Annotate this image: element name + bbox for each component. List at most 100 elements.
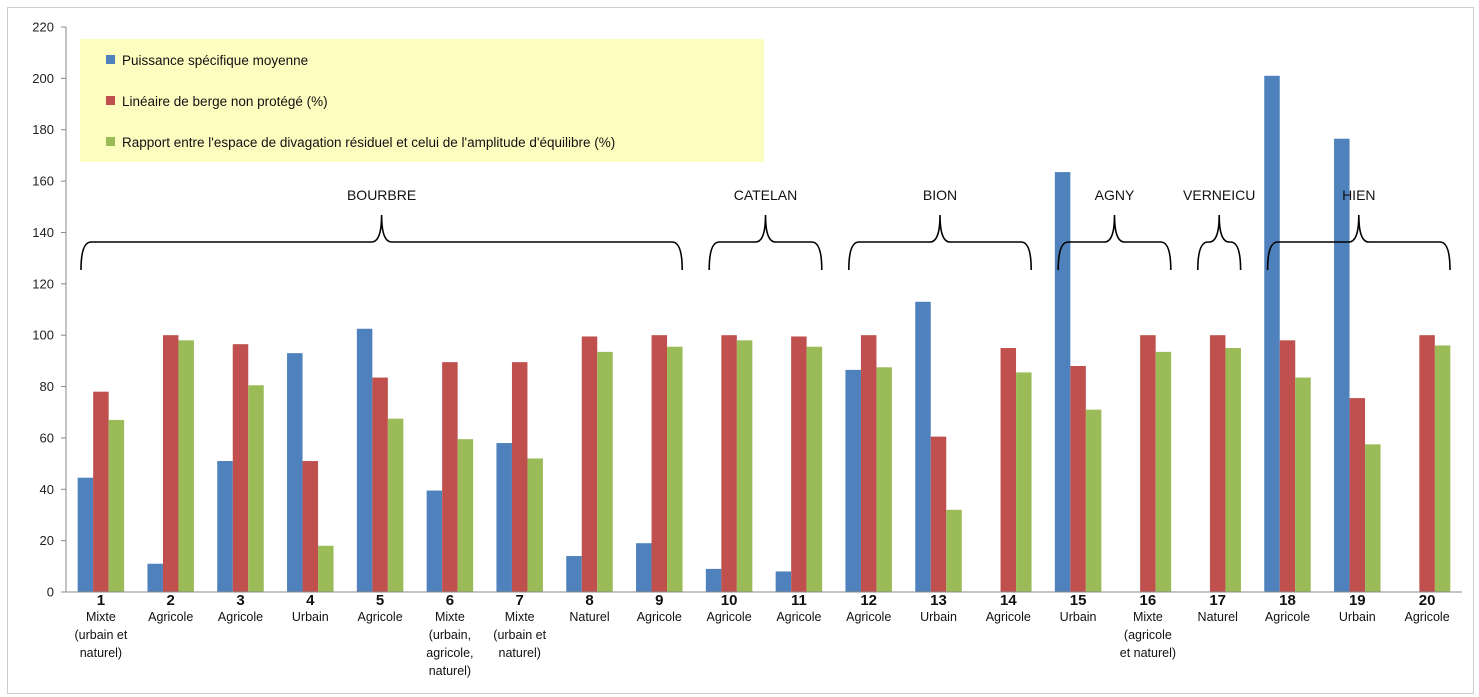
bar-series-3-cat-18 [1295,377,1311,592]
x-tick-label: 11 [791,592,807,609]
x-category-sublabel: Naturel [1198,610,1238,624]
y-tick-label: 160 [32,174,54,189]
y-tick-label: 220 [32,20,54,35]
x-tick-label: 10 [721,592,738,609]
bar-series-1-cat-3 [217,461,233,592]
x-category-sublabel: et naturel) [1120,646,1176,660]
river-groups: BOURBRE CATELAN BION AGNY VERNEICU HIEN [80,187,1451,271]
bar-series-2-cat-8 [581,336,598,592]
bar-series-3-cat-17 [1225,348,1241,592]
bar-series-2-cat-20 [1419,335,1435,592]
x-category-sublabel: Urbain [920,610,957,624]
bar-series-1-cat-4 [287,353,303,592]
legend-entry: Puissance spécifique moyenne [122,53,308,68]
legend-swatch [106,55,115,64]
x-category-sublabel: Naturel [569,610,609,624]
x-category-sublabel: Agricole [776,610,821,624]
y-tick-label: 0 [47,585,54,600]
x-category-sublabel: Mixte [505,610,535,624]
bar-series-1-cat-13 [915,301,931,592]
bar-series-3-cat-14 [1016,372,1032,592]
bar-series-1-cat-1 [77,477,94,592]
x-category-sublabel: Mixte [86,610,116,624]
bar-series-2-cat-19 [1349,398,1366,592]
y-tick-label: 40 [40,482,54,497]
bar-series-3-cat-12 [876,367,892,592]
bar-series-1-cat-5 [356,328,373,592]
legend-swatch [106,96,115,105]
group-brace [80,214,683,271]
group-label: AGNY [1095,187,1135,203]
x-category-sublabel: (urbain et [493,628,546,642]
x-category-sublabel: Agricole [1405,610,1450,624]
bar-series-3-cat-2 [178,340,194,592]
legend-swatch [106,137,115,146]
x-tick-label: 16 [1140,592,1157,609]
bars [77,75,1451,592]
group-label: HIEN [1342,187,1375,203]
x-category-sublabel: Urbain [1060,610,1097,624]
bar-series-1-cat-9 [636,543,652,592]
legend: Puissance spécifique moyenne Linéaire de … [80,39,764,162]
bar-series-1-cat-10 [705,568,722,592]
y-tick-label: 20 [40,533,54,548]
bar-series-3-cat-16 [1155,351,1172,592]
x-category-sublabel: Mixte [435,610,465,624]
bar-series-3-cat-20 [1434,345,1451,592]
bar-series-1-cat-18 [1264,75,1280,592]
x-category-sublabel: naturel) [499,646,541,660]
bar-series-3-cat-5 [387,418,404,592]
x-category-sublabel: Agricole [986,610,1031,624]
x-tick-label: 1 [97,592,105,609]
bar-series-2-cat-10 [721,335,737,592]
y-tick-label: 200 [32,71,54,86]
bar-series-1-cat-2 [147,563,163,592]
group-brace [1197,214,1242,271]
x-tick-label: 6 [446,592,454,609]
group-label: BOURBRE [347,187,416,203]
x-tick-label: 15 [1070,592,1087,609]
legend-entry: Rapport entre l'espace de divagation rés… [122,135,615,150]
x-category-sublabel: Agricole [218,610,263,624]
x-tick-label: 3 [236,592,244,609]
x-category-sublabel: naturel) [80,646,122,660]
bar-series-2-cat-5 [372,377,388,592]
x-tick-label: 7 [516,592,524,609]
y-tick-label: 120 [32,276,54,291]
group-label: VERNEICU [1183,187,1255,203]
legend-box [80,39,764,162]
bar-series-2-cat-18 [1279,340,1296,592]
x-category-sublabel: Agricole [637,610,682,624]
bar-series-1-cat-15 [1054,172,1071,592]
x-category-sublabel: agricole, [426,646,473,660]
x-tick-label: 17 [1209,592,1226,609]
x-category-sublabel: (urbain, [429,628,471,642]
x-tick-label: 5 [376,592,384,609]
bar-series-1-cat-7 [496,443,512,592]
bar-series-3-cat-11 [806,346,823,592]
bar-series-2-cat-6 [442,362,458,592]
group-brace [848,214,1032,271]
group-label: BION [923,187,957,203]
x-category-sublabel: (urbain et [74,628,127,642]
bar-series-2-cat-9 [651,335,668,592]
bar-series-2-cat-7 [511,362,528,592]
bar-series-1-cat-11 [775,571,792,592]
x-category-sublabel: Agricole [358,610,403,624]
bar-series-1-cat-8 [566,556,582,592]
bar-series-2-cat-13 [930,436,947,592]
x-tick-label: 18 [1279,592,1296,609]
x-category-sublabel: Agricole [1265,610,1310,624]
x-category-sublabel: Agricole [707,610,752,624]
group-brace [1057,214,1172,271]
legend-entry: Linéaire de berge non protégé (%) [122,94,328,109]
x-tick-label: 4 [306,592,315,609]
group-brace [1266,214,1451,271]
bar-series-3-cat-15 [1085,409,1102,592]
bar-series-1-cat-12 [845,369,861,592]
x-tick-label: 8 [585,592,593,609]
bar-series-3-cat-4 [318,545,334,592]
x-category-sublabel: (agricole [1124,628,1172,642]
x-tick-label: 19 [1349,592,1366,609]
